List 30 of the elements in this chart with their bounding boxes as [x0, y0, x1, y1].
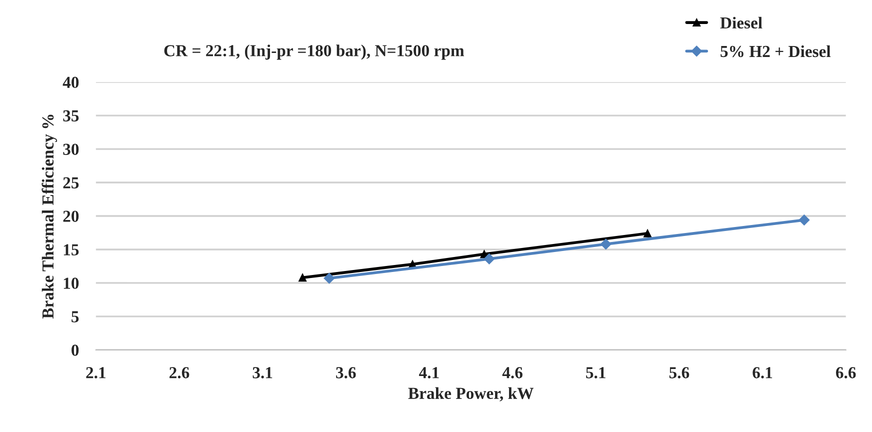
y-tick-label: 35	[63, 110, 79, 122]
x-tick-label: 6.6	[836, 367, 856, 378]
point	[600, 238, 612, 250]
point	[324, 272, 335, 284]
x-tick-label: 3.1	[252, 367, 272, 378]
y-tick-label: 30	[63, 144, 79, 155]
point	[644, 229, 652, 238]
x-tick-label: 3.6	[336, 367, 356, 378]
y-axis-title: Brake Thermal Efficiency %	[42, 114, 58, 319]
y-tick-label: 0	[72, 344, 79, 356]
point	[298, 274, 307, 282]
y-tick-label: 10	[64, 278, 79, 289]
y-tick-label: 40	[62, 76, 79, 88]
legend-label: 5% H2 + Diesel	[720, 45, 831, 58]
y-tick-label: 20	[63, 210, 79, 222]
y-tick-label: 5	[72, 311, 79, 322]
x-tick-label: 5.6	[669, 367, 690, 378]
x-tick-label: 2.1	[86, 367, 106, 378]
point	[798, 214, 810, 226]
y-tick-label: 15	[64, 244, 79, 256]
x-tick-label: 5.1	[586, 367, 606, 378]
legend-label: Diesel	[720, 16, 762, 29]
x-tick-label: 2.6	[170, 367, 190, 378]
x-tick-label: 4.6	[502, 367, 522, 378]
y-tick-label: 25	[63, 177, 79, 188]
x-tick-label: 6.1	[752, 367, 772, 378]
chart-title: CR = 22:1, (Inj-pr =180 bar), N=1500 rpm	[164, 44, 464, 60]
x-axis-title: Brake Power, kW	[408, 387, 534, 402]
x-tick-label: 4.1	[419, 367, 439, 378]
point	[484, 253, 495, 264]
